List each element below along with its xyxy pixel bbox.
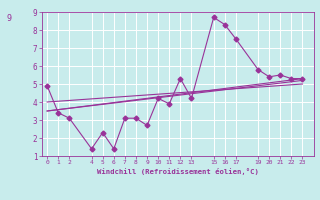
X-axis label: Windchill (Refroidissement éolien,°C): Windchill (Refroidissement éolien,°C) bbox=[97, 168, 259, 175]
Text: 9: 9 bbox=[6, 14, 12, 23]
